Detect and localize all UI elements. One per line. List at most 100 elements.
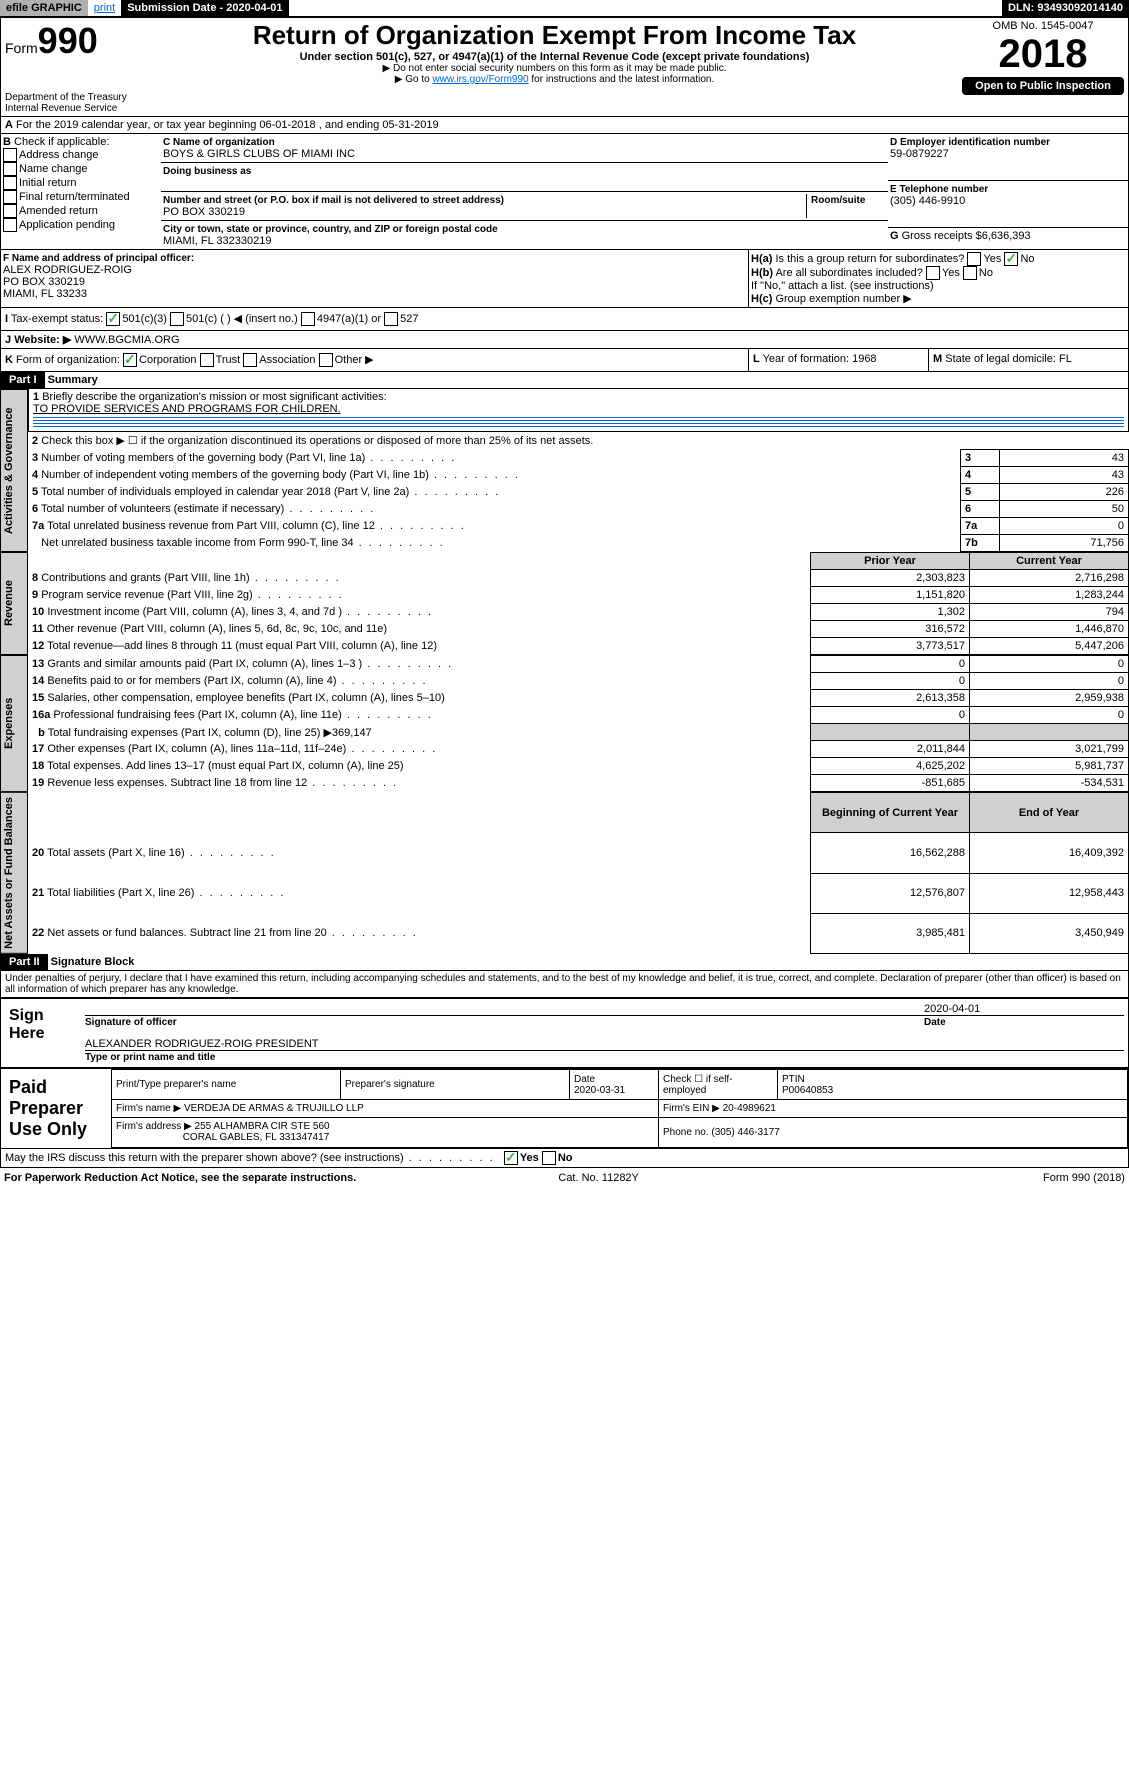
- discuss-yes-checkbox[interactable]: [504, 1151, 518, 1165]
- 501c-checkbox[interactable]: [170, 312, 184, 326]
- line-i: I Tax-exempt status: 501(c)(3) 501(c) ( …: [0, 308, 1129, 331]
- part2-header: Part II Signature Block: [0, 954, 1129, 971]
- hdr-end: End of Year: [970, 793, 1129, 833]
- name-change-checkbox[interactable]: [3, 162, 17, 176]
- hc-text: Group exemption number ▶: [775, 293, 911, 305]
- final-return-checkbox[interactable]: [3, 190, 17, 204]
- hdr-curr: Current Year: [970, 553, 1129, 570]
- part2-title: Signature Block: [51, 956, 135, 968]
- gross-receipts: 6,636,393: [982, 230, 1031, 242]
- pp-sig-lbl: Preparer's signature: [345, 1079, 435, 1090]
- i-4947: 4947(a)(1) or: [317, 313, 381, 325]
- i-lbl: Tax-exempt status:: [11, 313, 103, 325]
- discuss-text: May the IRS discuss this return with the…: [5, 1152, 495, 1164]
- l12c: 5,447,206: [970, 638, 1129, 655]
- part1-body: Activities & Governance 1 Briefly descri…: [0, 389, 1129, 954]
- top-toolbar: efile GRAPHIC print Submission Date - 20…: [0, 0, 1129, 17]
- l7b: Net unrelated business taxable income fr…: [41, 537, 444, 549]
- g-lbl: Gross receipts $: [902, 230, 982, 242]
- form-number: 990: [38, 20, 98, 61]
- l15c: 2,959,938: [970, 690, 1129, 707]
- perjury-text: Under penalties of perjury, I declare th…: [0, 971, 1129, 998]
- l10p: 1,302: [811, 604, 970, 621]
- 4947-checkbox[interactable]: [301, 312, 315, 326]
- l5v: 226: [1000, 484, 1129, 501]
- addr-change-checkbox[interactable]: [3, 148, 17, 162]
- l17p: 2,011,844: [811, 741, 970, 758]
- l18p: 4,625,202: [811, 758, 970, 775]
- opt-name: Name change: [19, 163, 88, 175]
- amended-checkbox[interactable]: [3, 204, 17, 218]
- i-527: 527: [400, 313, 418, 325]
- ha-yes-checkbox[interactable]: [967, 252, 981, 266]
- l22p: 3,985,481: [811, 913, 970, 953]
- ha-no-checkbox[interactable]: [1004, 252, 1018, 266]
- 501c3-checkbox[interactable]: [106, 312, 120, 326]
- section-c: C Name of organizationBOYS & GIRLS CLUBS…: [161, 134, 888, 249]
- other-checkbox[interactable]: [319, 353, 333, 367]
- l22c: 3,450,949: [970, 913, 1129, 953]
- section-deg: D Employer identification number59-08792…: [888, 134, 1128, 249]
- hb-no-checkbox[interactable]: [963, 266, 977, 280]
- discuss-no-checkbox[interactable]: [542, 1151, 556, 1165]
- l16b: Total fundraising expenses (Part IX, col…: [48, 727, 372, 739]
- l8p: 2,303,823: [811, 570, 970, 587]
- hb-text: Are all subordinates included?: [775, 267, 922, 279]
- l11c: 1,446,870: [970, 621, 1129, 638]
- l14c: 0: [970, 673, 1129, 690]
- signature-block: Sign Here 2020-04-01 Signature of office…: [0, 998, 1129, 1068]
- firm-ein-lbl: Firm's EIN ▶: [663, 1103, 720, 1114]
- block-fh: F Name and address of principal officer:…: [0, 250, 1129, 308]
- l9c: 1,283,244: [970, 587, 1129, 604]
- officer-name: ALEX RODRIGUEZ-ROIG: [3, 264, 132, 276]
- l15p: 2,613,358: [811, 690, 970, 707]
- pp-date: 2020-03-31: [574, 1085, 625, 1096]
- form-number-cell: Form990 Department of the Treasury Inter…: [1, 18, 151, 116]
- l20c: 16,409,392: [970, 833, 1129, 873]
- gov-table: 2 Check this box ▶ ☐ if the organization…: [28, 432, 1129, 552]
- corp-checkbox[interactable]: [123, 353, 137, 367]
- l22: Net assets or fund balances. Subtract li…: [47, 927, 417, 939]
- state-domicile: FL: [1059, 353, 1072, 365]
- assoc-checkbox[interactable]: [243, 353, 257, 367]
- org-name: BOYS & GIRLS CLUBS OF MIAMI INC: [163, 148, 355, 160]
- form-subtitle: Under section 501(c), 527, or 4947(a)(1)…: [155, 51, 954, 63]
- l5: Total number of individuals employed in …: [41, 486, 500, 498]
- firm-name-lbl: Firm's name ▶: [116, 1103, 181, 1114]
- form-label: Form: [5, 40, 38, 56]
- hb-yes-checkbox[interactable]: [926, 266, 940, 280]
- section-b: B Check if applicable: Address change Na…: [1, 134, 161, 249]
- ha-text: Is this a group return for subordinates?: [775, 253, 964, 265]
- k-trust: Trust: [216, 354, 241, 366]
- l4: Number of independent voting members of …: [41, 469, 520, 481]
- part1-title: Summary: [48, 374, 98, 386]
- printed-name: ALEXANDER RODRIGUEZ-ROIG PRESIDENT: [85, 1038, 318, 1050]
- arrow-note-2: ▶ Go to www.irs.gov/Form990 for instruct…: [155, 74, 954, 85]
- opt-addr: Address change: [19, 149, 99, 161]
- print-link[interactable]: print: [88, 0, 121, 16]
- part2-label: Part II: [1, 954, 48, 970]
- l18c: 5,981,737: [970, 758, 1129, 775]
- part1-label: Part I: [1, 372, 45, 388]
- l1-lbl: Briefly describe the organization's miss…: [42, 391, 386, 403]
- paid-prep-label: Paid Preparer Use Only: [1, 1069, 111, 1148]
- pp-name-lbl: Print/Type preparer's name: [116, 1079, 236, 1090]
- l2: Check this box ▶ ☐ if the organization d…: [41, 435, 593, 447]
- line-a: A For the 2019 calendar year, or tax yea…: [0, 117, 1129, 134]
- k-assoc: Association: [259, 354, 315, 366]
- app-pending-checkbox[interactable]: [3, 218, 17, 232]
- b-label: Check if applicable:: [14, 136, 109, 148]
- discuss-line: May the IRS discuss this return with the…: [0, 1149, 1129, 1168]
- initial-return-checkbox[interactable]: [3, 176, 17, 190]
- l6v: 50: [1000, 501, 1129, 518]
- l20p: 16,562,288: [811, 833, 970, 873]
- 527-checkbox[interactable]: [384, 312, 398, 326]
- l11p: 316,572: [811, 621, 970, 638]
- irs-link[interactable]: www.irs.gov/Form990: [432, 74, 528, 85]
- trust-checkbox[interactable]: [200, 353, 214, 367]
- hdr-prior: Prior Year: [811, 553, 970, 570]
- opt-initial: Initial return: [19, 177, 76, 189]
- preparer-table: Print/Type preparer's name Preparer's si…: [111, 1069, 1128, 1148]
- opt-pending: Application pending: [19, 219, 115, 231]
- form-title: Return of Organization Exempt From Incom…: [155, 20, 954, 51]
